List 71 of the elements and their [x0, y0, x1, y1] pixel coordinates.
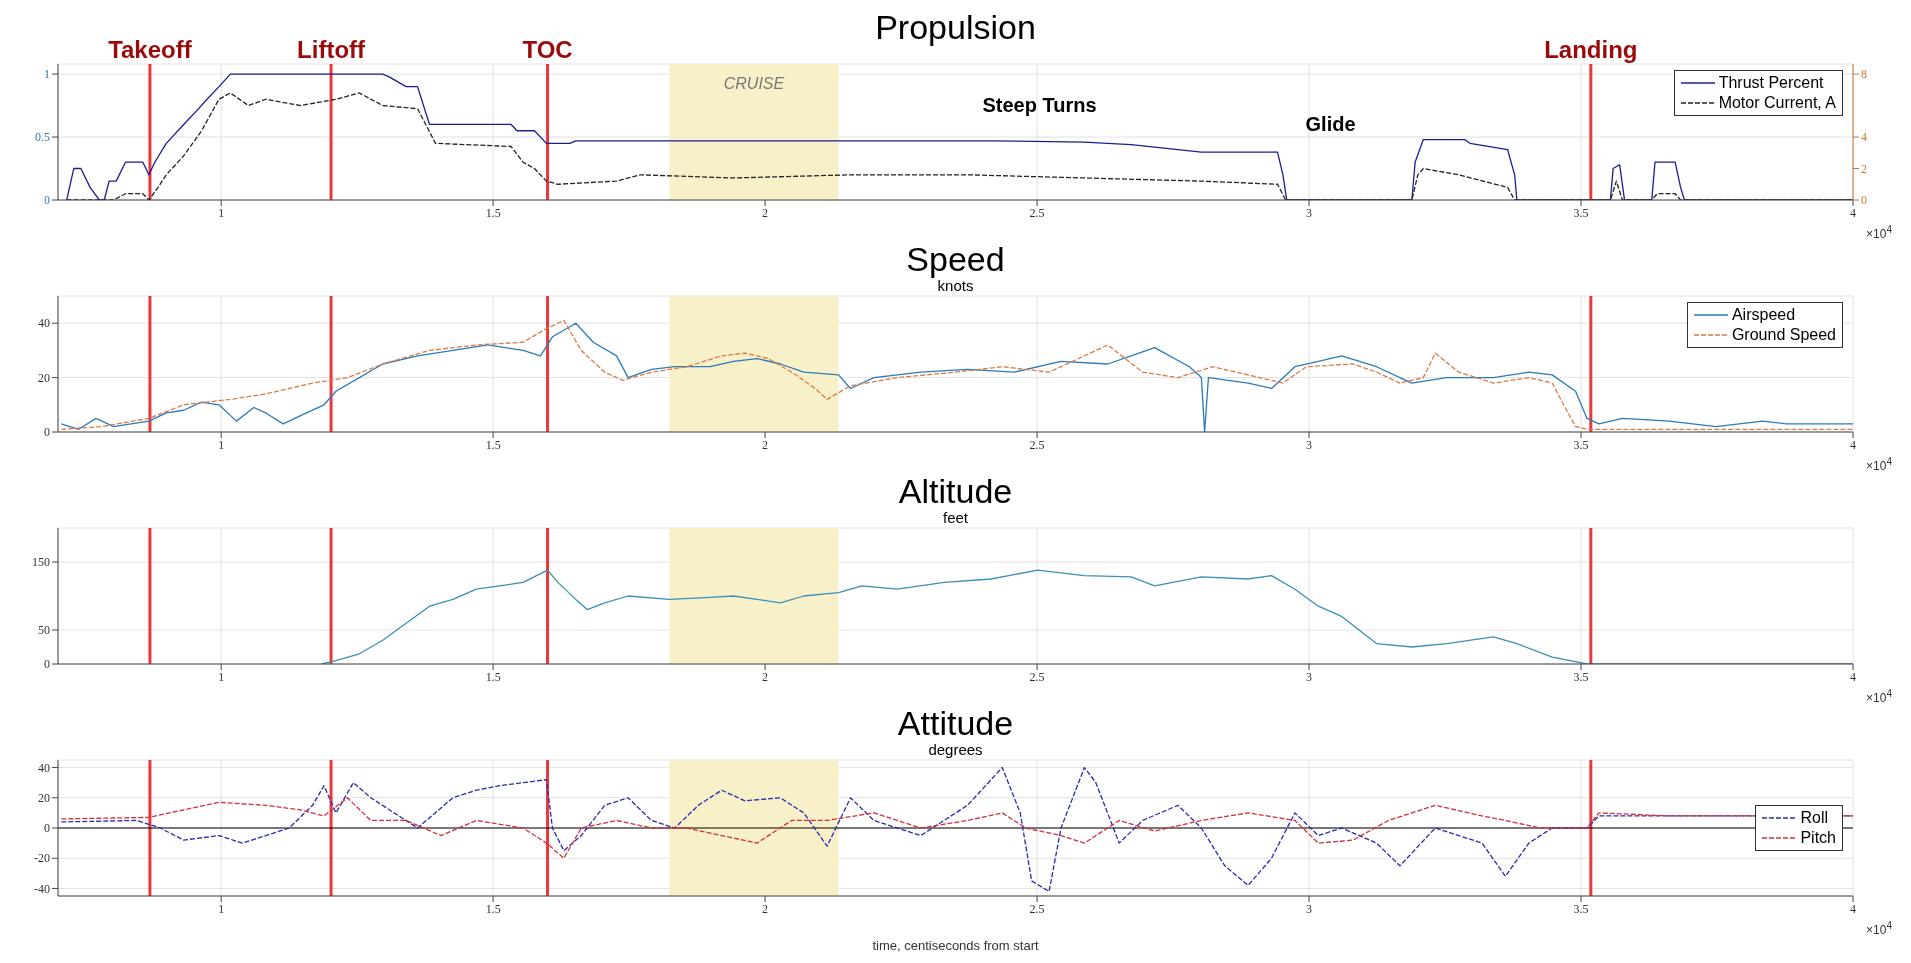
ref-line-label: Landing [1544, 36, 1638, 63]
legend-label: Airspeed [1731, 305, 1796, 325]
line-series [60, 797, 1853, 859]
ref-line-label: TOC [522, 36, 573, 63]
ref-line-label: Takeoff [108, 36, 193, 63]
x-tick-label: 2 [762, 205, 769, 220]
y2-tick-label: 0 [1861, 193, 1867, 208]
y-tick-label: 0.5 [35, 130, 50, 145]
x-tick-label: 3.5 [1573, 669, 1589, 684]
y-tick-label: 1 [44, 67, 50, 82]
y-tick-label: -20 [34, 851, 50, 866]
chart-title: Attitude [896, 704, 1015, 742]
y-tick-label: 40 [38, 760, 50, 775]
text: ×10$^{4}$ [1866, 456, 1892, 473]
text: ×10$^{4}$ [1866, 688, 1892, 705]
y2-tick-label: 8 [1861, 67, 1867, 82]
x-tick-label: 1 [218, 437, 225, 452]
x-tick-label: 4 [1850, 901, 1856, 916]
x-tick-label: 4 [1850, 205, 1856, 220]
ref-line-label: Liftoff [297, 36, 367, 63]
x-tick-label: 3 [1306, 669, 1313, 684]
x-tick-label: 1.5 [485, 205, 501, 220]
y2-tick-label: 2 [1861, 161, 1867, 176]
annotation: Glide [1305, 112, 1356, 136]
x-tick-label: 2 [762, 901, 769, 916]
y-tick-label: 0 [44, 821, 50, 836]
band-label: CRUISE [723, 75, 785, 93]
x-tick-label: 2 [762, 437, 769, 452]
y-tick-label: 40 [38, 316, 50, 331]
x-tick-label: 4 [1850, 669, 1856, 684]
x-tick-label: 3.5 [1573, 901, 1589, 916]
chart-subtitle: degrees [927, 741, 984, 758]
legend-label: Thrust Percent [1718, 73, 1824, 93]
x-tick-label: 1.5 [485, 901, 501, 916]
x-tick-label: 1.5 [485, 437, 501, 452]
x-axis-title: time, centiseconds from start [871, 938, 1040, 953]
legend-label: Ground Speed [1731, 325, 1836, 345]
legend-label: Pitch [1800, 828, 1836, 848]
annotation: Steep Turns [982, 93, 1097, 117]
x-tick-label: 2.5 [1029, 205, 1045, 220]
legend-label: Motor Current, A [1718, 93, 1836, 113]
x-tick-label: 3.5 [1573, 205, 1589, 220]
x-tick-label: 1 [218, 669, 225, 684]
chart-subtitle: feet [942, 509, 969, 526]
y2-tick-label: 4 [1861, 130, 1867, 145]
y-tick-label: 0 [44, 657, 50, 672]
text: ×10$^{4}$ [1866, 224, 1892, 241]
x-tick-label: 1 [218, 901, 225, 916]
x-tick-label: 3.5 [1573, 437, 1589, 452]
x-tick-label: 2 [762, 669, 769, 684]
x-tick-label: 3 [1306, 437, 1313, 452]
y-tick-label: -40 [34, 881, 50, 896]
y-tick-label: 50 [38, 623, 50, 638]
y-tick-label: 20 [38, 791, 50, 806]
chart-title: Propulsion [875, 8, 1036, 46]
chart-subtitle: knots [937, 277, 974, 294]
chart-title: Altitude [897, 472, 1014, 510]
x-tick-label: 2.5 [1029, 901, 1045, 916]
x-tick-label: 3 [1306, 205, 1313, 220]
y-tick-label: 0 [44, 425, 50, 440]
x-tick-label: 1.5 [485, 669, 501, 684]
x-tick-label: 4 [1850, 437, 1856, 452]
y-tick-label: 20 [38, 370, 50, 385]
text: ×10$^{4}$ [1866, 920, 1892, 937]
y-tick-label: 150 [32, 555, 50, 570]
y-tick-label: 0 [44, 193, 50, 208]
x-tick-label: 3 [1306, 901, 1313, 916]
x-tick-label: 2.5 [1029, 437, 1045, 452]
x-tick-label: 1 [218, 205, 225, 220]
legend-label: Roll [1800, 808, 1828, 828]
x-tick-label: 2.5 [1029, 669, 1045, 684]
